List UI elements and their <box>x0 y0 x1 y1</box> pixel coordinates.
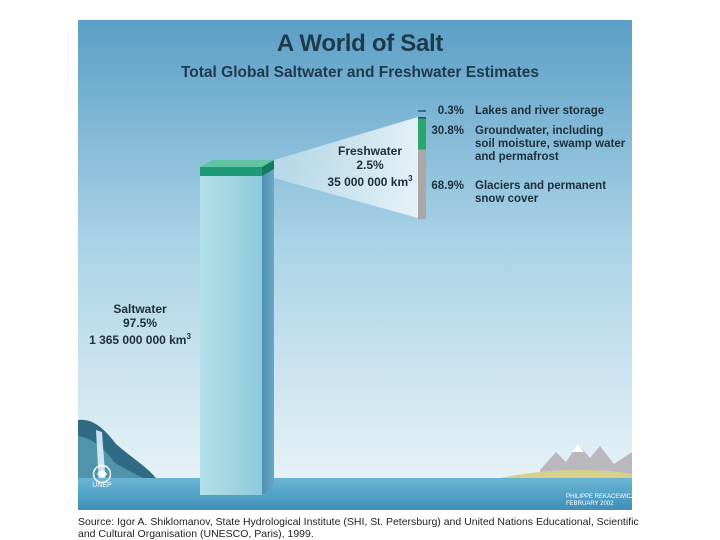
freshwater-projection <box>262 117 418 218</box>
lakes-label: Lakes and river storage <box>475 105 605 117</box>
breakdown-segment-groundwater <box>418 118 426 150</box>
sky-background <box>78 20 632 510</box>
freshwater-label: Freshwater 2.5% 35 000 000 km3 <box>327 144 413 189</box>
breakdown-segment-glaciers <box>418 149 426 220</box>
breakdown-segment-lakes <box>418 117 426 119</box>
glaciers-label: Glaciers and permanent snow cover <box>475 180 607 205</box>
chart-subtitle: Total Global Saltwater and Freshwater Es… <box>180 64 540 81</box>
freshwater-block-front <box>200 167 262 176</box>
author-credit: PHILIPPE REKACEWICZ FEBRUARY 2002 <box>566 494 635 507</box>
sea <box>78 478 632 510</box>
mountains <box>540 444 632 476</box>
groundwater-label: Groundwater, including soil moisture, sw… <box>475 125 626 163</box>
lakes-percent: 0.3% <box>437 105 464 117</box>
saltwater-label: Saltwater 97.5% 1 365 000 000 km3 <box>89 302 191 347</box>
glaciers-percent: 68.9% <box>431 180 464 192</box>
mountain-snow <box>572 444 584 452</box>
left-cliff-light <box>78 436 150 488</box>
saltwater-column-front <box>200 167 262 495</box>
freshwater-block-top <box>200 160 274 167</box>
groundwater-percent: 30.8% <box>431 125 464 137</box>
freshwater-block-side <box>262 160 274 176</box>
saltwater-column-side <box>262 160 274 495</box>
chart-title: A World of Salt <box>276 30 444 57</box>
source-note: Source: Igor A. Shiklomanov, State Hydro… <box>78 516 639 540</box>
freshwater-breakdown-bar <box>418 117 426 220</box>
unep-logo-icon <box>92 464 112 484</box>
unep-logo-text: UNEP <box>92 482 112 489</box>
